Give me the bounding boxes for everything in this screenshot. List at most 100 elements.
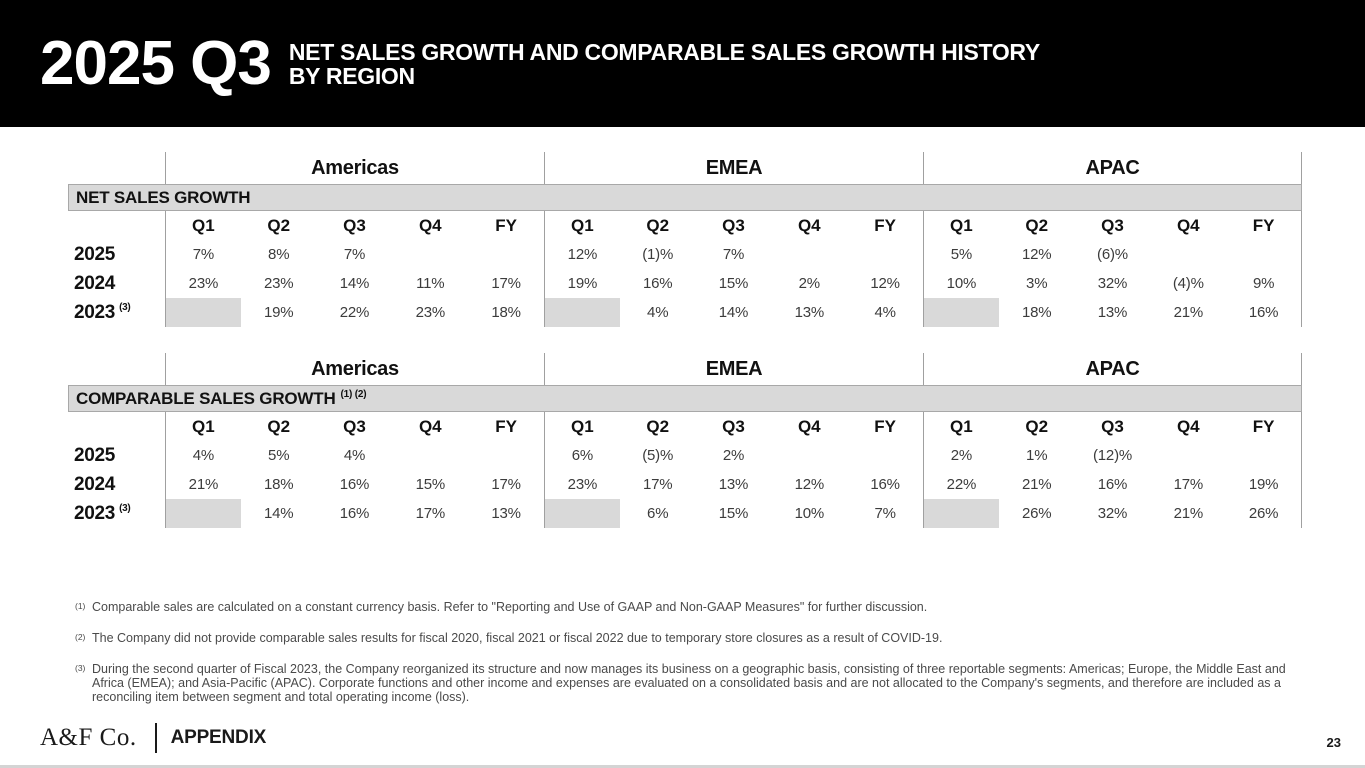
year-label-2024: 2024 (74, 272, 116, 294)
comparable-sales-growth-table: Americas EMEA APAC COMPARABLE SALES GROWTH (… (68, 353, 1302, 528)
quarter-column-header: Q3 (722, 216, 745, 235)
quarter-column-header: Q4 (1176, 417, 1200, 436)
value-cell: 21% (1173, 304, 1204, 321)
value-cell: (12)% (1092, 447, 1132, 464)
section-banner: NET SALES GROWTH (68, 184, 1302, 211)
slide-title: NET SALES GROWTH AND COMPARABLE SALES GR… (288, 39, 1040, 89)
value-cell (847, 240, 923, 269)
value-cell (468, 240, 544, 269)
value-cell (468, 441, 544, 470)
value-cell: 19% (263, 304, 294, 321)
value-cell (771, 240, 847, 269)
value-cell: 18% (491, 304, 521, 321)
value-cell: 8% (268, 246, 290, 263)
value-cell: 15% (718, 505, 749, 522)
quarter-column-header: FY (495, 417, 517, 436)
value-cell: 9% (1226, 269, 1302, 298)
year-superscript: (3) (119, 302, 131, 313)
year-label-2025: 2025 (74, 444, 116, 466)
value-cell: 1% (1026, 447, 1048, 464)
value-cell (1226, 240, 1302, 269)
value-cell: 22% (339, 304, 370, 321)
footer-section-label: APPENDIX (170, 727, 267, 748)
quarter-column-header: Q2 (1025, 216, 1049, 235)
quarter-column-header: FY (1226, 211, 1302, 241)
value-cell: 16% (642, 275, 673, 292)
value-cell: 10% (923, 269, 999, 298)
quarter-column-header: Q1 (544, 211, 620, 241)
year-label-2023: 2023 (3) (74, 502, 131, 524)
quarter-column-header: FY (874, 216, 896, 235)
shaded-cell (544, 298, 620, 327)
quarter-column-header: Q1 (544, 412, 620, 442)
value-cell: 21% (1173, 505, 1204, 522)
value-cell: 18% (263, 476, 294, 493)
sales-data-grid: Q1 Q2 Q3 Q4 FY Q1 Q2 Q3 Q4 FY Q1 Q2 Q3 Q4 FY 2025 7% 8% 7%… (68, 211, 1302, 327)
year-label-2023: 2023 (3) (74, 301, 131, 323)
quarter-column-header: Q4 (1176, 216, 1200, 235)
sales-data-grid: Q1 Q2 Q3 Q4 FY Q1 Q2 Q3 Q4 FY Q1 Q2 Q3 Q4 FY 2025 4% 5% 4%… (68, 412, 1302, 528)
value-cell: 17% (491, 275, 521, 292)
quarter-column-header: FY (1226, 412, 1302, 442)
slide-title-line1: NET SALES GROWTH AND COMPARABLE SALES GR… (288, 39, 1040, 66)
value-cell: 2% (798, 275, 820, 292)
quarter-label: 2025 Q3 (40, 28, 272, 98)
slide-footer: A&F Co. APPENDIX (40, 721, 266, 755)
quarter-column-header: Q1 (923, 412, 999, 442)
footnote-2-text: The Company did not provide comparable s… (92, 631, 943, 645)
shaded-cell (923, 298, 999, 327)
value-cell: 21% (1021, 476, 1052, 493)
net-sales-growth-table: Americas EMEA APAC NET SALES GROWTH Q1 Q2 Q3 Q4… (68, 152, 1302, 327)
value-cell: 12% (794, 476, 825, 493)
value-cell: 23% (415, 304, 446, 321)
value-cell: 6% (544, 441, 620, 470)
value-cell: 7% (165, 240, 241, 269)
value-cell (771, 441, 847, 470)
section-superscript: (1) (2) (340, 389, 367, 400)
value-cell: 6% (647, 505, 669, 522)
value-cell: 26% (1226, 499, 1302, 528)
value-cell: 19% (544, 269, 620, 298)
value-cell: 16% (870, 476, 900, 493)
value-cell: 23% (165, 269, 241, 298)
value-cell: (5)% (642, 447, 674, 464)
slide-title-line2: BY REGION (288, 62, 415, 89)
footnote-3-text: During the second quarter of Fiscal 2023… (92, 662, 1286, 704)
region-spacer (68, 152, 165, 184)
section-title: COMPARABLE SALES GROWTH (76, 388, 336, 408)
quarter-column-header: Q4 (418, 417, 442, 436)
quarter-column-header: FY (874, 417, 896, 436)
value-cell: 15% (718, 275, 749, 292)
quarter-column-header: Q4 (797, 216, 821, 235)
value-cell: 7% (874, 505, 896, 522)
value-cell: 17% (1173, 476, 1204, 493)
footnotes: (1) Comparable sales are calculated on a… (75, 600, 1300, 721)
value-cell: 32% (1097, 275, 1128, 292)
value-cell: (6)% (1097, 246, 1128, 263)
footnote-1-text: Comparable sales are calculated on a con… (92, 600, 928, 614)
region-label-emea: EMEA (544, 152, 923, 184)
quarter-column-header: Q4 (418, 216, 442, 235)
value-cell: 4% (874, 304, 896, 321)
value-cell: 13% (718, 476, 749, 493)
quarter-column-header: FY (495, 216, 517, 235)
value-cell: 2% (923, 441, 999, 470)
year-superscript: (3) (119, 503, 131, 514)
shaded-cell (544, 499, 620, 528)
region-header-row: Americas EMEA APAC (68, 152, 1302, 184)
region-label-americas: Americas (165, 353, 544, 385)
value-cell: 16% (339, 505, 370, 522)
value-cell: 17% (642, 476, 673, 493)
footer-divider (154, 723, 157, 753)
value-cell: 13% (491, 505, 521, 522)
value-cell (392, 240, 468, 269)
value-cell (1226, 441, 1302, 470)
tables-area: Americas EMEA APAC NET SALES GROWTH Q1 Q2 Q3 Q4… (68, 152, 1302, 528)
value-cell (847, 441, 923, 470)
footnote-1-marker: (1) (75, 601, 86, 611)
footnote-1: (1) Comparable sales are calculated on a… (75, 600, 1300, 614)
value-cell: 22% (923, 470, 999, 499)
quarter-column-header: Q1 (165, 211, 241, 241)
value-cell: 23% (263, 275, 294, 292)
region-label-apac: APAC (923, 353, 1302, 385)
